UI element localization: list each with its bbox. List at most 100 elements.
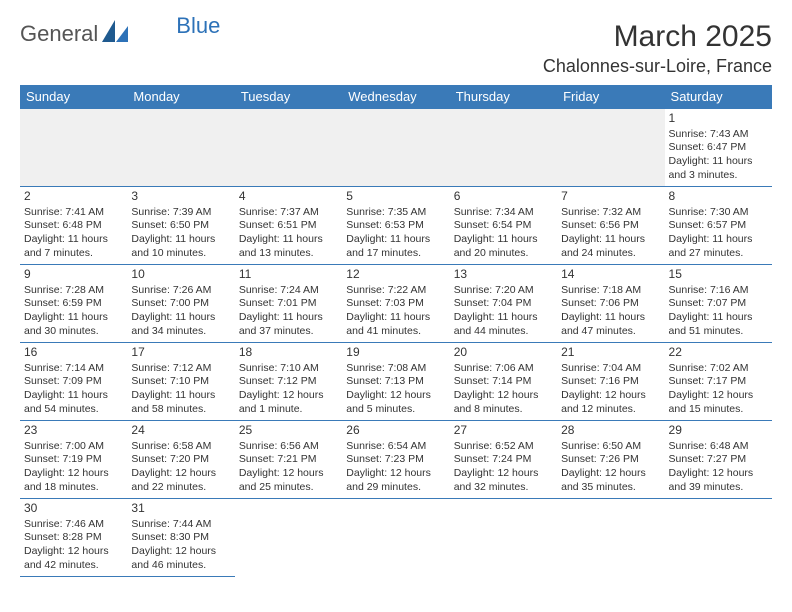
- day-number: 14: [561, 267, 660, 283]
- daylight-text: Daylight: 11 hours and 20 minutes.: [454, 233, 553, 260]
- calendar-row: 1Sunrise: 7:43 AMSunset: 6:47 PMDaylight…: [20, 109, 772, 187]
- sunrise-text: Sunrise: 7:43 AM: [669, 128, 768, 142]
- daylight-text: Daylight: 11 hours and 10 minutes.: [131, 233, 230, 260]
- sunrise-text: Sunrise: 7:44 AM: [131, 518, 230, 532]
- sunset-text: Sunset: 7:01 PM: [239, 297, 338, 311]
- sunrise-text: Sunrise: 7:12 AM: [131, 362, 230, 376]
- daylight-text: Daylight: 11 hours and 54 minutes.: [24, 389, 123, 416]
- day-number: 9: [24, 267, 123, 283]
- daylight-text: Daylight: 11 hours and 37 minutes.: [239, 311, 338, 338]
- day-cell: 26Sunrise: 6:54 AMSunset: 7:23 PMDayligh…: [342, 421, 449, 499]
- sunrise-text: Sunrise: 7:08 AM: [346, 362, 445, 376]
- day-header: Saturday: [665, 85, 772, 109]
- month-title: March 2025: [543, 20, 772, 54]
- day-cell: 14Sunrise: 7:18 AMSunset: 7:06 PMDayligh…: [557, 265, 664, 343]
- empty-cell: [235, 499, 342, 577]
- daylight-text: Daylight: 11 hours and 13 minutes.: [239, 233, 338, 260]
- sunset-text: Sunset: 7:20 PM: [131, 453, 230, 467]
- day-number: 19: [346, 345, 445, 361]
- logo-sail-icon: [102, 20, 128, 48]
- sunset-text: Sunset: 7:09 PM: [24, 375, 123, 389]
- empty-cell: [235, 109, 342, 187]
- sunrise-text: Sunrise: 6:50 AM: [561, 440, 660, 454]
- calendar-row: 2Sunrise: 7:41 AMSunset: 6:48 PMDaylight…: [20, 187, 772, 265]
- daylight-text: Daylight: 12 hours and 35 minutes.: [561, 467, 660, 494]
- daylight-text: Daylight: 11 hours and 47 minutes.: [561, 311, 660, 338]
- calendar-row: 16Sunrise: 7:14 AMSunset: 7:09 PMDayligh…: [20, 343, 772, 421]
- sunset-text: Sunset: 6:48 PM: [24, 219, 123, 233]
- sunset-text: Sunset: 7:00 PM: [131, 297, 230, 311]
- sunrise-text: Sunrise: 7:39 AM: [131, 206, 230, 220]
- daylight-text: Daylight: 12 hours and 29 minutes.: [346, 467, 445, 494]
- sunrise-text: Sunrise: 7:04 AM: [561, 362, 660, 376]
- sunset-text: Sunset: 7:16 PM: [561, 375, 660, 389]
- day-number: 2: [24, 189, 123, 205]
- sunset-text: Sunset: 7:06 PM: [561, 297, 660, 311]
- sunrise-text: Sunrise: 6:48 AM: [669, 440, 768, 454]
- empty-cell: [127, 109, 234, 187]
- sunrise-text: Sunrise: 6:58 AM: [131, 440, 230, 454]
- day-cell: 11Sunrise: 7:24 AMSunset: 7:01 PMDayligh…: [235, 265, 342, 343]
- sunrise-text: Sunrise: 7:28 AM: [24, 284, 123, 298]
- empty-cell: [342, 499, 449, 577]
- sunrise-text: Sunrise: 7:24 AM: [239, 284, 338, 298]
- empty-cell: [557, 499, 664, 577]
- day-cell: 30Sunrise: 7:46 AMSunset: 8:28 PMDayligh…: [20, 499, 127, 577]
- sunset-text: Sunset: 7:14 PM: [454, 375, 553, 389]
- daylight-text: Daylight: 11 hours and 7 minutes.: [24, 233, 123, 260]
- calendar-row: 23Sunrise: 7:00 AMSunset: 7:19 PMDayligh…: [20, 421, 772, 499]
- daylight-text: Daylight: 11 hours and 44 minutes.: [454, 311, 553, 338]
- day-cell: 29Sunrise: 6:48 AMSunset: 7:27 PMDayligh…: [665, 421, 772, 499]
- day-cell: 15Sunrise: 7:16 AMSunset: 7:07 PMDayligh…: [665, 265, 772, 343]
- daylight-text: Daylight: 11 hours and 17 minutes.: [346, 233, 445, 260]
- daylight-text: Daylight: 11 hours and 24 minutes.: [561, 233, 660, 260]
- sunset-text: Sunset: 8:28 PM: [24, 531, 123, 545]
- day-cell: 18Sunrise: 7:10 AMSunset: 7:12 PMDayligh…: [235, 343, 342, 421]
- day-header: Friday: [557, 85, 664, 109]
- sunrise-text: Sunrise: 7:10 AM: [239, 362, 338, 376]
- sunrise-text: Sunrise: 6:52 AM: [454, 440, 553, 454]
- sunrise-text: Sunrise: 7:35 AM: [346, 206, 445, 220]
- sunset-text: Sunset: 7:19 PM: [24, 453, 123, 467]
- day-number: 15: [669, 267, 768, 283]
- sunrise-text: Sunrise: 7:20 AM: [454, 284, 553, 298]
- day-number: 28: [561, 423, 660, 439]
- day-cell: 31Sunrise: 7:44 AMSunset: 8:30 PMDayligh…: [127, 499, 234, 577]
- day-number: 1: [669, 111, 768, 127]
- calendar-row: 30Sunrise: 7:46 AMSunset: 8:28 PMDayligh…: [20, 499, 772, 577]
- sunset-text: Sunset: 6:59 PM: [24, 297, 123, 311]
- sunset-text: Sunset: 6:50 PM: [131, 219, 230, 233]
- sunrise-text: Sunrise: 7:18 AM: [561, 284, 660, 298]
- sunset-text: Sunset: 8:30 PM: [131, 531, 230, 545]
- day-cell: 16Sunrise: 7:14 AMSunset: 7:09 PMDayligh…: [20, 343, 127, 421]
- day-cell: 13Sunrise: 7:20 AMSunset: 7:04 PMDayligh…: [450, 265, 557, 343]
- day-cell: 5Sunrise: 7:35 AMSunset: 6:53 PMDaylight…: [342, 187, 449, 265]
- sunrise-text: Sunrise: 7:00 AM: [24, 440, 123, 454]
- daylight-text: Daylight: 12 hours and 25 minutes.: [239, 467, 338, 494]
- day-cell: 1Sunrise: 7:43 AMSunset: 6:47 PMDaylight…: [665, 109, 772, 187]
- day-header: Monday: [127, 85, 234, 109]
- sunrise-text: Sunrise: 6:54 AM: [346, 440, 445, 454]
- sunset-text: Sunset: 7:23 PM: [346, 453, 445, 467]
- daylight-text: Daylight: 12 hours and 15 minutes.: [669, 389, 768, 416]
- day-number: 16: [24, 345, 123, 361]
- day-cell: 6Sunrise: 7:34 AMSunset: 6:54 PMDaylight…: [450, 187, 557, 265]
- daylight-text: Daylight: 12 hours and 18 minutes.: [24, 467, 123, 494]
- day-number: 5: [346, 189, 445, 205]
- daylight-text: Daylight: 11 hours and 58 minutes.: [131, 389, 230, 416]
- sunrise-text: Sunrise: 7:26 AM: [131, 284, 230, 298]
- sunrise-text: Sunrise: 7:30 AM: [669, 206, 768, 220]
- day-header: Tuesday: [235, 85, 342, 109]
- day-cell: 9Sunrise: 7:28 AMSunset: 6:59 PMDaylight…: [20, 265, 127, 343]
- sunrise-text: Sunrise: 7:46 AM: [24, 518, 123, 532]
- sunset-text: Sunset: 7:17 PM: [669, 375, 768, 389]
- day-cell: 8Sunrise: 7:30 AMSunset: 6:57 PMDaylight…: [665, 187, 772, 265]
- sunrise-text: Sunrise: 7:02 AM: [669, 362, 768, 376]
- daylight-text: Daylight: 11 hours and 30 minutes.: [24, 311, 123, 338]
- day-cell: 10Sunrise: 7:26 AMSunset: 7:00 PMDayligh…: [127, 265, 234, 343]
- sunrise-text: Sunrise: 7:22 AM: [346, 284, 445, 298]
- day-cell: 19Sunrise: 7:08 AMSunset: 7:13 PMDayligh…: [342, 343, 449, 421]
- day-cell: 28Sunrise: 6:50 AMSunset: 7:26 PMDayligh…: [557, 421, 664, 499]
- logo-text-general: General: [20, 21, 98, 47]
- day-number: 29: [669, 423, 768, 439]
